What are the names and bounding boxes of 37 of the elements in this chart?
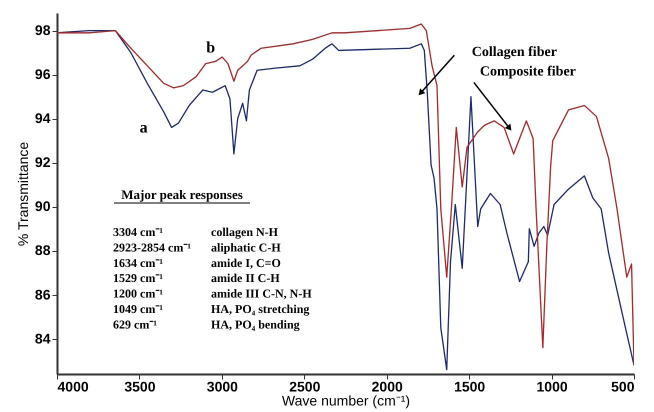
x-tick-label: 4000 <box>58 378 89 394</box>
y-tick-label: 86 <box>34 286 51 302</box>
y-tick-label: 94 <box>34 110 51 126</box>
y-tick-label: 90 <box>34 198 51 214</box>
x-tick-label: 2500 <box>289 378 321 394</box>
annotation: 1200 cm⁻¹ <box>113 286 164 301</box>
y-tick-label: 88 <box>34 242 51 258</box>
annotation: aliphatic C-H <box>211 240 282 254</box>
x-tick-label: 1500 <box>454 378 486 394</box>
annotation: 2923-2854 cm⁻¹ <box>113 240 192 254</box>
annotation: HA, PO₄ bending <box>211 317 300 332</box>
annotation: 629 cm⁻¹ <box>113 317 158 332</box>
annotation: 3304 cm⁻¹ <box>113 225 164 239</box>
series-label: b <box>206 40 216 57</box>
annotation: Collagen fiber <box>472 45 557 60</box>
annotation: amide III C-N, N-H <box>211 286 312 301</box>
x-tick-label: 2000 <box>372 378 403 394</box>
annotation: HA, PO₄ stretching <box>211 302 310 316</box>
annotation: Composite fiber <box>480 64 576 80</box>
annotation: amide I, C=O <box>211 256 281 270</box>
x-tick-label: 3500 <box>124 378 156 394</box>
x-tick-label: 500 <box>611 378 635 394</box>
x-axis-title: Wave number (cm⁻¹) <box>282 392 410 408</box>
y-tick-label: 84 <box>34 330 51 346</box>
x-tick-label: 3000 <box>206 378 238 394</box>
y-tick-label: 96 <box>34 66 51 82</box>
x-tick-label: 1000 <box>536 378 568 394</box>
annotation: 1049 cm⁻¹ <box>113 302 164 316</box>
annotation: collagen N-H <box>211 225 279 239</box>
y-tick-label: 92 <box>34 154 51 170</box>
annotation: 1529 cm⁻¹ <box>113 271 164 286</box>
y-axis-title: % Transmittance <box>14 142 31 246</box>
annotation: 1634 cm⁻¹ <box>113 256 164 270</box>
annotation: Major peak responses <box>121 187 243 202</box>
annotation: amide II C-H <box>211 271 280 286</box>
y-tick-label: 98 <box>34 22 51 38</box>
series-label: a <box>140 119 148 136</box>
